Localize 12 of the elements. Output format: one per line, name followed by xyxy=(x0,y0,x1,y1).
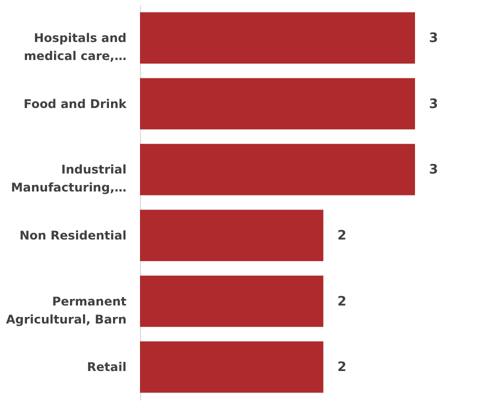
data-label: 3 xyxy=(429,30,438,46)
data-label: 3 xyxy=(429,96,438,112)
y-tick-label: Hospitals and medical care,… xyxy=(24,30,126,63)
y-tick-label: Non Residential xyxy=(20,228,126,242)
data-label: 2 xyxy=(337,294,346,310)
data-label: 2 xyxy=(337,360,346,376)
y-tick-label: Industrial Manufacturing,… xyxy=(10,162,126,195)
y-tick-label: Food and Drink xyxy=(24,96,128,111)
data-label: 3 xyxy=(429,162,438,178)
y-tick-label: Permanent Agricultural, Barn xyxy=(6,294,127,326)
y-tick-label: Retail xyxy=(87,360,126,374)
data-label: 2 xyxy=(337,228,346,244)
